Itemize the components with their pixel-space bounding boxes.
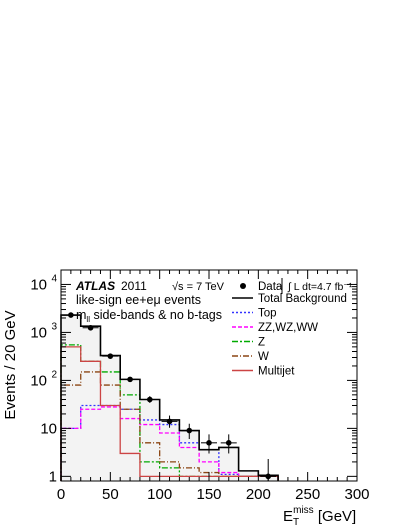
x-tick-label: 200 xyxy=(246,486,271,503)
legend-marker-data xyxy=(240,283,246,289)
x-tick-label: 50 xyxy=(102,486,119,503)
axes-layer: 0 50 100 150 200 250 300 1 10 10 2 10 3 10 4 xyxy=(30,269,370,503)
legend: Data ∫ L dt=4.7 fb⁻¹ Total Background Top… xyxy=(232,278,353,378)
x-tick-label: 250 xyxy=(295,486,320,503)
series-layer xyxy=(60,314,279,481)
legend-label-total-background: Total Background xyxy=(258,293,347,305)
series-multijet xyxy=(60,346,279,481)
legend-label-multijet: Multijet xyxy=(258,366,295,378)
series-zz-wz-ww xyxy=(60,406,279,481)
annotation-block: ATLAS 2011 √s = 7 TeV like-sign ee+eμ ev… xyxy=(75,279,225,324)
legend-label-data: Data xyxy=(258,281,283,293)
series-w xyxy=(60,371,279,481)
x-tick-label: 0 xyxy=(57,486,65,503)
data-point xyxy=(186,427,193,434)
experiment-label: ATLAS xyxy=(75,279,115,293)
data-point xyxy=(225,440,232,446)
selection-line1: like-sign ee+eμ events xyxy=(76,293,201,307)
lumi-label: ∫ L dt=4.7 fb⁻¹ xyxy=(287,281,353,293)
x-tick-label: 100 xyxy=(147,486,172,503)
x-tick-label: 150 xyxy=(196,486,221,503)
x-tick-label: 300 xyxy=(344,486,369,503)
data-point xyxy=(68,312,74,318)
data-point xyxy=(147,396,153,403)
y-tick-label: 10 xyxy=(40,420,57,437)
y-tick-label: 10 xyxy=(30,324,47,341)
data-point xyxy=(166,418,173,425)
y-tick-exponent: 2 xyxy=(51,369,57,380)
y-axis-title: Events / 20 GeV xyxy=(2,310,19,419)
y-tick-label: 10 xyxy=(30,276,47,293)
y-tick-exponent: 3 xyxy=(51,321,57,332)
data-point xyxy=(87,324,94,331)
year-label: 2011 xyxy=(121,279,147,293)
data-points-layer xyxy=(62,312,277,481)
legend-label-z: Z xyxy=(258,337,265,349)
data-point xyxy=(206,440,212,446)
y-tick-label: 10 xyxy=(30,372,47,389)
data-point xyxy=(265,473,272,480)
legend-label-top: Top xyxy=(258,308,277,320)
legend-label-w: W xyxy=(258,351,269,363)
y-tick-label: 1 xyxy=(49,468,57,485)
y-tick-exponent: 4 xyxy=(51,273,57,284)
selection-line2: mll side-bands & no b-tags xyxy=(76,308,222,324)
energy-label: √s = 7 TeV xyxy=(172,281,225,293)
data-point xyxy=(127,376,133,383)
series-top xyxy=(60,404,279,481)
legend-label-zz-wz-ww: ZZ,WZ,WW xyxy=(258,322,318,334)
data-point xyxy=(107,353,114,359)
